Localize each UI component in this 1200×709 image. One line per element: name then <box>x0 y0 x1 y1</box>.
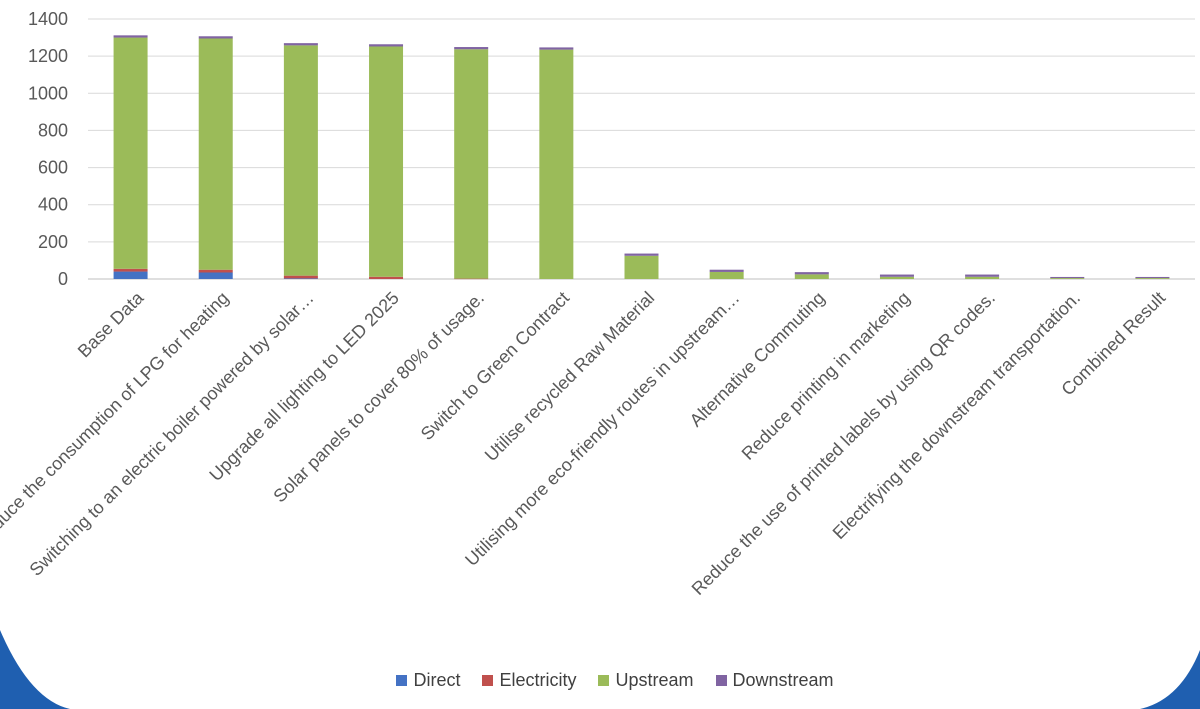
x-tick-label: Utilise recycled Raw Material <box>481 288 659 466</box>
legend-label-electricity: Electricity <box>499 670 577 690</box>
y-tick-label: 400 <box>38 195 68 215</box>
bar-segment-upstream <box>1135 278 1170 279</box>
bar-segment-electricity <box>283 275 318 279</box>
x-tick-label: Upgrade all lighting to LED 2025 <box>205 288 402 485</box>
bar-segment-direct <box>198 272 233 279</box>
bar-segment-downstream <box>1050 276 1085 279</box>
gridlines <box>88 18 1195 280</box>
bar-segment-downstream <box>1135 276 1170 279</box>
bar-segment-upstream <box>113 37 148 269</box>
bar-segment-downstream <box>113 35 148 38</box>
bar-segment-downstream <box>454 47 489 50</box>
bar-segment-upstream <box>454 49 489 279</box>
x-tick-label: Switch to Green Contract <box>417 288 573 444</box>
legend-label-upstream: Upstream <box>615 670 694 690</box>
left-corner-accent <box>0 630 70 709</box>
y-tick-label: 200 <box>38 232 68 252</box>
y-tick-label: 800 <box>38 120 68 140</box>
bar-segment-downstream <box>369 44 404 47</box>
x-tick-label: Reduce the use of printed labels by usin… <box>688 288 999 599</box>
y-tick-label: 600 <box>38 158 68 178</box>
bar-segment-electricity <box>369 276 404 279</box>
bar-segment-upstream <box>198 38 233 270</box>
x-tick-label: Base Data <box>74 287 148 361</box>
legend-item-electricity: Electricity <box>482 670 576 691</box>
bar-segment-upstream <box>539 49 574 280</box>
y-tick-label: 0 <box>58 269 68 289</box>
bar-segment-downstream <box>879 274 914 277</box>
x-tick-label: Switching to an electric boiler powered … <box>26 288 318 580</box>
legend-swatch-upstream <box>598 675 610 686</box>
bar-segment-upstream <box>624 255 659 279</box>
y-tick-label: 1200 <box>28 46 68 66</box>
bar-segment-upstream <box>1050 278 1085 279</box>
bar-segment-upstream <box>283 45 318 276</box>
bar-segment-upstream <box>879 276 914 279</box>
right-corner-accent <box>1140 650 1200 709</box>
bars <box>113 35 1170 280</box>
bar-segment-downstream <box>624 253 659 256</box>
legend-item-direct: Direct <box>396 670 460 691</box>
y-axis-ticks: 0 200 400 600 800 1000 1200 1400 <box>28 9 68 289</box>
legend-swatch-downstream <box>715 675 727 686</box>
legend-item-downstream: Downstream <box>715 670 834 691</box>
bar-segment-downstream <box>283 43 318 46</box>
bar-segment-upstream <box>965 276 1000 279</box>
legend-item-upstream: Upstream <box>598 670 694 691</box>
legend: Direct Electricity Upstream Downstream <box>0 670 1200 691</box>
bar-segment-downstream <box>794 272 829 275</box>
bar-segment-direct <box>113 271 148 279</box>
bar-segment-upstream <box>709 271 744 279</box>
bar-segment-downstream <box>198 36 233 39</box>
bar-segment-downstream <box>539 47 574 50</box>
bar-segment-electricity <box>113 268 148 272</box>
legend-swatch-direct <box>396 675 408 686</box>
bar-segment-upstream <box>369 46 404 277</box>
y-tick-label: 1000 <box>28 83 68 103</box>
bar-segment-downstream <box>709 269 744 272</box>
x-tick-label: Reduce printing in marketing <box>738 288 914 464</box>
y-tick-label: 1400 <box>28 9 68 29</box>
legend-swatch-electricity <box>482 675 494 686</box>
bar-segment-direct <box>283 278 318 279</box>
bar-segment-electricity <box>454 278 489 280</box>
legend-label-direct: Direct <box>413 670 461 690</box>
legend-label-downstream: Downstream <box>732 670 834 690</box>
bar-segment-electricity <box>198 269 233 273</box>
bar-segment-downstream <box>965 274 1000 277</box>
bar-segment-upstream <box>794 274 829 279</box>
